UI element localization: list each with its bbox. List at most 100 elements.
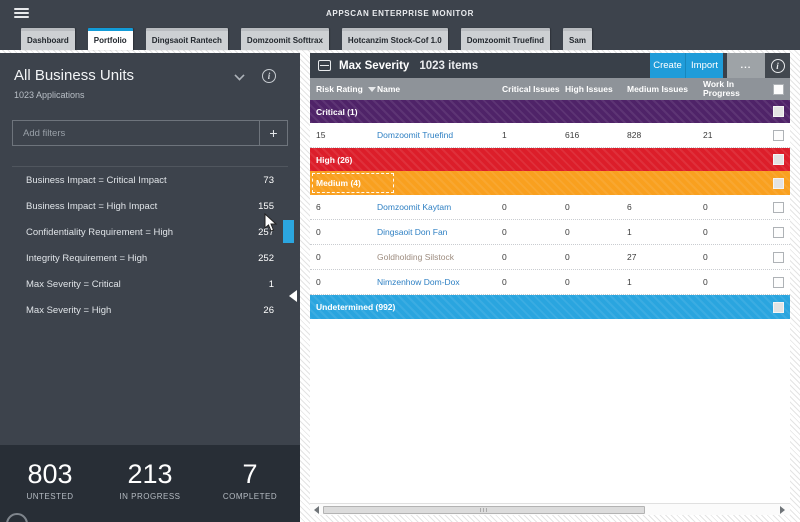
stat-label: UNTESTED xyxy=(26,492,74,501)
scroll-left-arrow-icon[interactable] xyxy=(310,504,322,516)
application-row[interactable]: 6 Domzoomit Kaytam 0 0 6 0 xyxy=(310,195,790,220)
row-checkbox[interactable] xyxy=(773,276,784,288)
tab-domzoomit-truefind[interactable]: Domzoomit Truefind xyxy=(460,28,551,50)
filter-label: Max Severity = Critical xyxy=(26,278,121,290)
application-link[interactable]: Domzoomit Truefind xyxy=(377,130,454,140)
filter-count: 73 xyxy=(263,174,274,186)
column-name[interactable]: Name xyxy=(377,83,401,94)
cell-medium-issues: 1 xyxy=(627,227,632,237)
tab-hotcanzim-stock-cof-1-0[interactable]: Hotcanzim Stock-Cof 1.0 xyxy=(341,28,448,50)
sort-arrow-icon[interactable] xyxy=(367,86,376,92)
panel-header: Max Severity 1023 items Create Import ..… xyxy=(310,53,790,78)
cell-critical-issues: 0 xyxy=(502,227,507,237)
stat-value: 7 xyxy=(242,459,258,489)
application-link[interactable]: Dingsaoit Don Fan xyxy=(377,227,448,237)
risk-group-label: Medium (4) xyxy=(316,178,361,188)
column-critical-issues[interactable]: Critical Issues xyxy=(502,83,560,94)
row-checkbox[interactable] xyxy=(773,106,784,117)
column-risk-rating[interactable]: Risk Rating xyxy=(316,84,377,94)
row-checkbox[interactable] xyxy=(773,251,784,263)
application-row[interactable]: 0 Dingsaoit Don Fan 0 0 1 0 xyxy=(310,220,790,245)
cell-risk-rating: 0 xyxy=(316,277,321,287)
cell-work-in-progress: 0 xyxy=(703,202,708,212)
panel-info-icon[interactable]: i xyxy=(765,53,790,78)
add-filter-button[interactable]: + xyxy=(259,121,287,145)
cell-high-issues: 0 xyxy=(565,277,570,287)
filter-label: Business Impact = Critical Impact xyxy=(26,174,167,186)
stat-item: 7 COMPLETED xyxy=(200,459,300,522)
stat-label: COMPLETED xyxy=(222,492,278,501)
cell-work-in-progress: 0 xyxy=(703,227,708,237)
tab-label: Domzoomit Truefind xyxy=(466,36,545,45)
row-checkbox[interactable] xyxy=(773,154,784,165)
tab-bar: Dashboard Portfolio Dingsaoit Rantech Domzo… xyxy=(0,28,800,50)
filter-item[interactable]: Business Impact = Critical Impact 73 xyxy=(12,167,288,193)
tab-dashboard[interactable]: Dashboard xyxy=(21,28,75,50)
create-button[interactable]: Create xyxy=(650,53,686,78)
stat-item: 803 UNTESTED xyxy=(0,459,100,522)
horizontal-scrollbar-thumb[interactable] xyxy=(323,506,645,514)
select-all-checkbox[interactable] xyxy=(773,83,784,95)
tab-dingsaoit-rantech[interactable]: Dingsaoit Rantech xyxy=(145,28,228,50)
cell-medium-issues: 27 xyxy=(627,252,637,262)
table-rows: Critical (1) 15 Domzoomit Truefind 1 616… xyxy=(310,100,790,319)
column-high-issues[interactable]: High Issues xyxy=(565,83,613,94)
import-button[interactable]: Import xyxy=(686,53,723,78)
filter-item[interactable]: Integrity Requirement = High 252 xyxy=(12,245,288,271)
filter-count: 252 xyxy=(258,252,274,264)
tab-domzoomit-softtrax[interactable]: Domzoomit Softtrax xyxy=(240,28,329,50)
table-empty-area xyxy=(310,319,790,503)
scroll-right-arrow-icon[interactable] xyxy=(776,504,788,516)
application-link[interactable]: Domzoomit Kaytam xyxy=(377,202,452,212)
cell-work-in-progress: 0 xyxy=(703,252,708,262)
stat-value: 213 xyxy=(127,459,173,489)
risk-group-medium[interactable]: Medium (4) xyxy=(310,171,790,195)
cell-medium-issues: 6 xyxy=(627,202,632,212)
filter-item[interactable]: Max Severity = Critical 1 xyxy=(12,271,288,297)
risk-group-critical[interactable]: Critical (1) xyxy=(310,100,790,123)
add-filters-box[interactable]: + xyxy=(12,120,288,146)
risk-group-high[interactable]: High (26) xyxy=(310,148,790,171)
chevron-down-icon[interactable] xyxy=(234,70,245,81)
row-checkbox[interactable] xyxy=(773,129,784,141)
cell-critical-issues: 0 xyxy=(502,277,507,287)
horizontal-scrollbar[interactable] xyxy=(310,503,790,515)
add-filters-input[interactable] xyxy=(13,127,259,139)
sidebar-info-icon[interactable]: i xyxy=(262,69,276,83)
filter-item[interactable]: Business Impact = High Impact 155 xyxy=(12,193,288,219)
application-link[interactable]: Nimzenhow Dom-Dox xyxy=(377,277,460,287)
cell-work-in-progress: 0 xyxy=(703,277,708,287)
filter-item[interactable]: Max Severity = High 26 xyxy=(12,297,288,323)
stat-item: 213 IN PROGRESS xyxy=(100,459,200,522)
row-checkbox[interactable] xyxy=(773,226,784,238)
application-row[interactable]: 0 Goldholding Silstock 0 0 27 0 xyxy=(310,245,790,270)
filter-item[interactable]: Confidentiality Requirement = High 257 xyxy=(12,219,288,245)
tab-portfolio[interactable]: Portfolio xyxy=(87,28,133,50)
sidebar-collapse-arrow-icon[interactable] xyxy=(289,290,297,302)
stat-label: IN PROGRESS xyxy=(119,492,181,501)
application-row[interactable]: 15 Domzoomit Truefind 1 616 828 21 xyxy=(310,123,790,148)
top-bar: APPSCAN ENTERPRISE MONITOR xyxy=(0,0,800,28)
application-link[interactable]: Goldholding Silstock xyxy=(377,252,455,262)
application-row[interactable]: 0 Nimzenhow Dom-Dox 0 0 1 0 xyxy=(310,270,790,295)
row-checkbox[interactable] xyxy=(773,301,784,313)
cell-risk-rating: 15 xyxy=(316,130,326,140)
row-checkbox[interactable] xyxy=(773,177,784,189)
row-checkbox[interactable] xyxy=(773,201,784,213)
tab-label: Portfolio xyxy=(93,36,127,45)
applications-panel: Max Severity 1023 items Create Import ..… xyxy=(310,53,790,515)
panel-title: Max Severity xyxy=(339,59,410,72)
cell-risk-rating: 6 xyxy=(316,202,321,212)
more-actions-button[interactable]: ... xyxy=(727,53,765,78)
cell-work-in-progress: 21 xyxy=(703,130,713,140)
tab-label: Hotcanzim Stock-Cof 1.0 xyxy=(347,36,442,45)
filter-label: Max Severity = High xyxy=(26,304,112,316)
column-medium-issues[interactable]: Medium Issues xyxy=(627,83,688,94)
tab-sam[interactable]: Sam xyxy=(563,28,592,50)
tab-label: Sam xyxy=(569,36,586,45)
cell-medium-issues: 1 xyxy=(627,277,632,287)
column-work-in-progress[interactable]: Work In Progress xyxy=(703,79,740,98)
risk-group-undetermined[interactable]: Undetermined (992) xyxy=(310,295,790,319)
hamburger-menu-icon[interactable] xyxy=(14,8,29,19)
sidebar-scrollbar-thumb[interactable] xyxy=(283,220,294,243)
